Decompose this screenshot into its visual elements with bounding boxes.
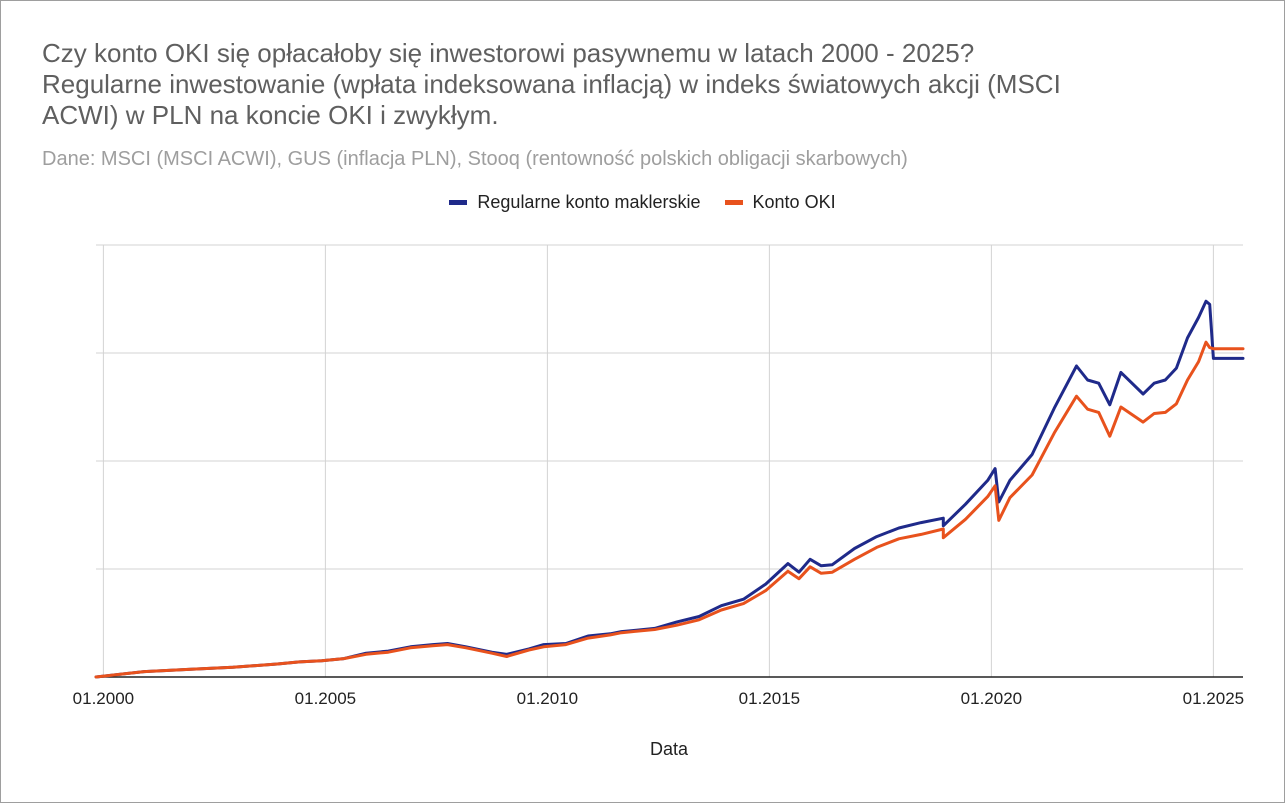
chart-title-line: Regularne inwestowanie (wpłata indeksowa… xyxy=(42,69,1061,99)
x-tick-label: 01.2020 xyxy=(961,689,1022,708)
legend-item-regular: Regularne konto maklerskie xyxy=(449,192,701,213)
x-axis-label: Data xyxy=(650,739,689,759)
x-tick-label: 01.2005 xyxy=(295,689,356,708)
x-tick-label: 01.2010 xyxy=(517,689,578,708)
series-lines xyxy=(94,299,1245,679)
series-line-oki xyxy=(94,340,1245,679)
legend-swatch-regular xyxy=(449,200,468,205)
chart-legend: Regularne konto maklerskie Konto OKI xyxy=(0,192,1285,213)
chart-title-line: Czy konto OKI się opłacałoby się inwesto… xyxy=(42,38,975,68)
gridlines xyxy=(96,244,1243,678)
x-tick-label: 01.2015 xyxy=(739,689,800,708)
legend-item-oki: Konto OKI xyxy=(724,192,836,213)
legend-label-regular: Regularne konto maklerskie xyxy=(477,192,701,212)
chart-subtitle: Dane: MSCI (MSCI ACWI), GUS (inflacja PL… xyxy=(42,148,908,170)
chart-title: Czy konto OKI się opłacałoby się inwesto… xyxy=(42,38,1262,131)
x-tick-label: 01.2000 xyxy=(73,689,134,708)
x-tick-labels: 01.2000 01.2005 01.2010 01.2015 01.2020 01.20… xyxy=(73,689,1244,708)
legend-label-oki: Konto OKI xyxy=(752,192,836,212)
chart-title-line: ACWI) w PLN na koncie OKI i zwykłym. xyxy=(42,100,499,130)
series-line-regular xyxy=(94,299,1245,679)
legend-swatch-oki xyxy=(724,200,743,205)
x-tick-label: 01.2025 xyxy=(1183,689,1244,708)
